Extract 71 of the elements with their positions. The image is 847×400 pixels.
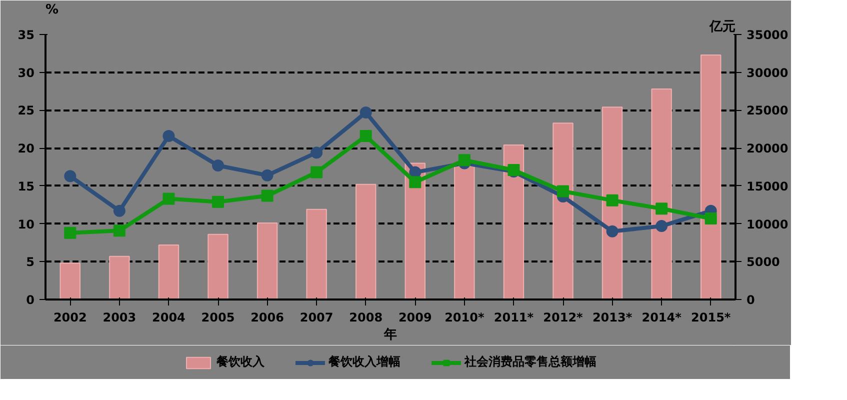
x-tick-label: 2004 <box>152 310 186 324</box>
bar <box>454 166 475 300</box>
bar <box>60 262 80 300</box>
point <box>656 220 668 232</box>
bar <box>256 222 278 300</box>
point <box>656 202 668 215</box>
bar <box>158 244 180 300</box>
legend-label: 餐饮收入增幅 <box>328 354 400 370</box>
point <box>113 224 126 237</box>
y2-tick-label: 15000 <box>746 179 788 194</box>
x-tick-label: 2013* <box>592 310 633 324</box>
x-tick-label: 2011* <box>494 310 534 324</box>
point <box>212 196 224 208</box>
bar <box>602 106 623 300</box>
legend-label: 社会消费品零售总额增幅 <box>464 354 596 370</box>
legend-label: 餐饮收入 <box>216 354 264 370</box>
point <box>212 159 224 172</box>
x-tick-label: 2009 <box>398 310 432 324</box>
bar <box>503 144 524 300</box>
y-tick-label: 25 <box>18 104 35 118</box>
point <box>162 192 175 205</box>
point <box>261 190 274 202</box>
point <box>360 106 372 118</box>
point <box>704 212 717 224</box>
y2-tick-label: 35000 <box>746 28 788 42</box>
y2-tick-label: 0 <box>746 293 755 307</box>
point <box>162 130 175 142</box>
bar <box>356 184 376 300</box>
point <box>64 170 76 182</box>
point <box>310 146 323 159</box>
point <box>458 154 470 166</box>
bar <box>109 256 130 300</box>
bar <box>306 208 327 300</box>
x-axis-title: 年 <box>383 328 397 342</box>
point <box>261 169 274 182</box>
x-tick-label: 2006 <box>250 310 284 324</box>
y-tick-label: 30 <box>18 66 35 80</box>
point <box>113 204 126 217</box>
x-tick-label: 2014* <box>642 310 682 324</box>
point <box>360 130 372 142</box>
x-tick-label: 2012* <box>543 310 584 324</box>
y2-tick-label: 20000 <box>746 142 788 156</box>
y2-tick-label: 5000 <box>746 255 780 270</box>
y2-tick-label: 30000 <box>746 66 788 80</box>
x-tick-label: 2015* <box>691 310 732 324</box>
y-tick-label: 15 <box>18 179 35 194</box>
bar <box>651 88 672 300</box>
y2-tick-label: 10000 <box>746 217 788 232</box>
point <box>64 226 76 239</box>
point <box>557 185 569 198</box>
x-tick-label: 2003 <box>102 310 136 324</box>
x-tick-label: 2010* <box>444 310 485 324</box>
point <box>606 194 618 206</box>
y2-tick-label: 25000 <box>746 104 788 118</box>
x-tick-label: 2005 <box>201 310 235 324</box>
y-tick-label: 10 <box>18 217 35 232</box>
bar <box>208 234 228 300</box>
x-tick-label: 2002 <box>53 310 87 324</box>
point <box>409 176 422 188</box>
y-tick-label: 20 <box>18 142 35 156</box>
bar <box>552 122 574 300</box>
x-tick-label: 2008 <box>349 310 383 324</box>
y-tick-label: 0 <box>26 293 35 307</box>
point <box>606 225 618 238</box>
y-tick-label: 35 <box>18 28 35 42</box>
x-tick-label: 2007 <box>300 310 334 324</box>
bar <box>700 54 722 300</box>
y2-axis-title: 亿元 <box>708 20 736 34</box>
y-axis-title: % <box>46 2 59 18</box>
point <box>310 166 323 178</box>
y-tick-label: 5 <box>26 255 35 270</box>
